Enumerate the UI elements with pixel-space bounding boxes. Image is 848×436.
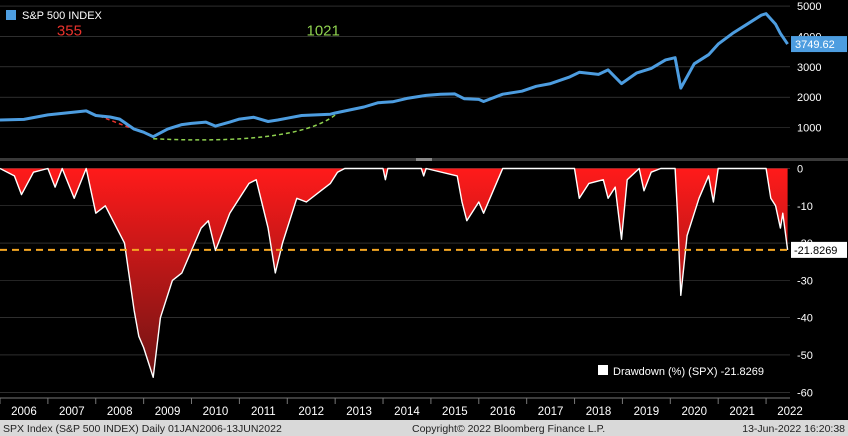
- footer-bar: [0, 420, 848, 436]
- annotations: 355 1021: [57, 22, 340, 39]
- x-tick-label: 2008: [107, 406, 133, 418]
- x-tick-labels: 2006 2007 2008 2009 2010 2011 2012 2013 2014 2015…: [0, 398, 803, 418]
- price-y-tick-label: 1000: [797, 123, 821, 135]
- drawdown-panel: 0-10-20-30-40-50-60 -21.8269 Drawdown (%…: [0, 163, 847, 399]
- drawdown-y-tick-label: -40: [797, 313, 813, 325]
- price-y-tick-label: 5000: [797, 1, 821, 13]
- drawdown-line: [0, 167, 789, 378]
- drawdown-legend-box: [592, 360, 788, 380]
- price-legend: S&P 500 INDEX: [6, 10, 103, 22]
- drawdown-y-tick-label: -10: [797, 201, 813, 213]
- x-tick-label: 2019: [634, 406, 660, 418]
- price-legend-label: S&P 500 INDEX: [22, 10, 103, 22]
- x-tick-label: 2012: [298, 406, 324, 418]
- drawdown-legend-label: Drawdown (%) (SPX) -21.8269: [613, 366, 764, 378]
- panel-resize-handle[interactable]: [416, 158, 432, 161]
- price-y-tick-label: 2000: [797, 92, 821, 104]
- price-series-line: [0, 12, 789, 139]
- drawdown-y-tick-label: -30: [797, 275, 813, 287]
- x-tick-label: 2006: [11, 406, 37, 418]
- footer-left: SPX Index (S&P 500 INDEX) Daily 01JAN200…: [3, 423, 282, 435]
- drawdown-area: [0, 168, 788, 378]
- x-tick-label: 2007: [59, 406, 85, 418]
- green-trend-line: [153, 114, 336, 141]
- price-legend-swatch: [6, 10, 16, 20]
- x-tick-label: 2016: [490, 406, 516, 418]
- x-tick-label: 2014: [394, 406, 420, 418]
- footer-center: Copyright© 2022 Bloomberg Finance L.P.: [412, 423, 605, 435]
- x-tick-label: 2017: [538, 406, 564, 418]
- x-tick-label: 2015: [442, 406, 468, 418]
- annotation-355: 355: [57, 22, 82, 39]
- price-y-tick-label: 3000: [797, 62, 821, 74]
- price-last-value-badge: 3749.62: [791, 36, 847, 53]
- drawdown-y-tick-label: 0: [797, 163, 803, 175]
- x-tick-label: 2020: [681, 406, 707, 418]
- price-last-value-label: 3749.62: [795, 39, 835, 51]
- x-tick-label: 2009: [155, 406, 181, 418]
- x-tick-label: 2010: [203, 406, 229, 418]
- x-tick-label: 2022: [777, 406, 803, 418]
- drawdown-y-tick-label: -50: [797, 350, 813, 362]
- price-panel-bg: [0, 0, 790, 158]
- annotation-1021: 1021: [306, 22, 339, 39]
- drawdown-y-tick-label: -60: [797, 387, 813, 399]
- price-y-tick-labels: 50004000300020001000: [797, 1, 821, 135]
- footer-right: 13-Jun-2022 16:20:38: [742, 423, 845, 435]
- x-tick-label: 2021: [729, 406, 755, 418]
- drawdown-y-tick-labels: 0-10-20-30-40-50-60: [797, 163, 813, 399]
- price-last-value-box: [791, 36, 847, 53]
- x-tick-label: 2011: [251, 406, 276, 418]
- drawdown-last-value-label: -21.8269: [794, 245, 837, 257]
- drawdown-legend-swatch: [598, 365, 608, 375]
- x-tick-label: 2013: [346, 406, 372, 418]
- drawdown-last-value-badge: -21.8269: [791, 241, 847, 258]
- x-tick-label: 2018: [586, 406, 612, 418]
- drawdown-last-value-box: [791, 241, 847, 258]
- drawdown-legend: Drawdown (%) (SPX) -21.8269: [592, 360, 788, 380]
